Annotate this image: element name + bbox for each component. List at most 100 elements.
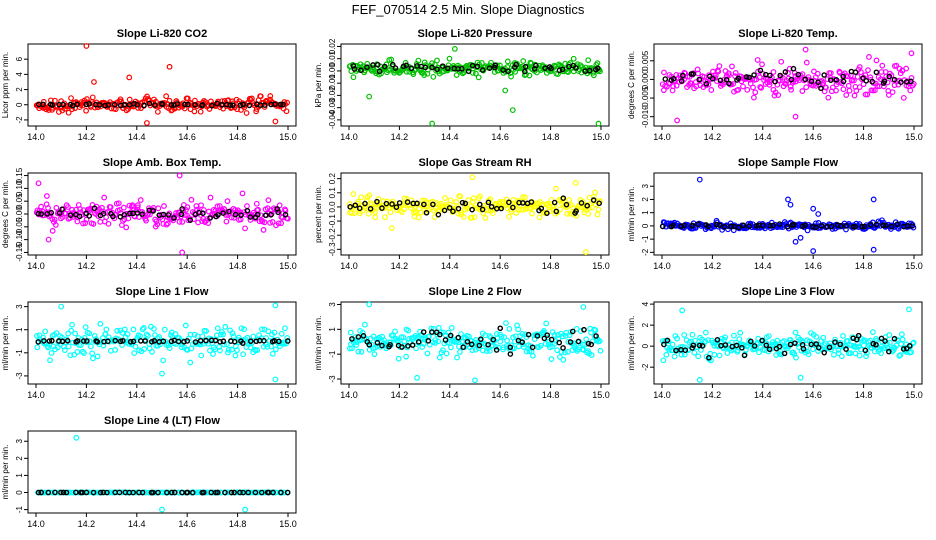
data-point: [795, 71, 802, 78]
data-point: [885, 92, 892, 98]
data-point: [544, 210, 550, 216]
y-tick-label: -2: [15, 116, 24, 124]
data-point: [758, 84, 765, 91]
data-point: [585, 210, 592, 217]
data-point: [179, 219, 186, 225]
data-point: [743, 74, 750, 80]
data-point: [143, 120, 150, 126]
data-point: [120, 337, 126, 344]
data-point: [814, 70, 821, 77]
x-tick-label: 14.4: [754, 390, 772, 400]
y-axis-label: kPa per min.: [314, 63, 323, 108]
data-point: [95, 213, 102, 219]
data-point: [352, 202, 359, 209]
data-point: [529, 210, 535, 217]
data-point: [879, 338, 885, 345]
data-point: [366, 93, 373, 100]
data-point: [519, 339, 525, 345]
data-point: [569, 328, 576, 335]
data-point: [59, 206, 65, 213]
data-point: [353, 342, 360, 348]
data-point: [805, 351, 812, 358]
data-point: [103, 214, 110, 221]
data-point: [150, 489, 156, 496]
data-point: [52, 222, 59, 228]
data-point: [192, 102, 198, 108]
x-tick-label: 14.0: [653, 390, 671, 400]
data-point: [860, 81, 867, 88]
data-point: [166, 345, 173, 352]
data-point: [134, 204, 141, 211]
data-point: [903, 65, 910, 72]
data-point: [729, 343, 736, 350]
data-point: [750, 94, 757, 101]
data-point: [365, 210, 372, 217]
data-point: [200, 207, 207, 213]
data-point: [670, 83, 676, 90]
data-point: [594, 60, 601, 67]
data-point: [51, 97, 58, 104]
data-point: [791, 221, 797, 228]
data-point: [702, 329, 709, 336]
data-point: [891, 76, 898, 83]
data-point: [548, 356, 555, 363]
data-point: [752, 346, 758, 352]
data-point: [508, 73, 514, 80]
data-point: [490, 336, 497, 343]
data-point: [276, 338, 282, 345]
data-point: [247, 214, 254, 220]
data-point: [716, 63, 723, 70]
data-point: [360, 333, 367, 339]
data-point: [132, 343, 139, 350]
data-point: [475, 345, 482, 352]
data-point: [83, 489, 90, 496]
data-point: [265, 197, 272, 204]
data-point: [522, 331, 529, 338]
data-point: [84, 96, 90, 102]
data-point: [479, 347, 486, 354]
plot-frame: [653, 172, 923, 256]
data-point: [909, 223, 916, 229]
data-point: [673, 347, 679, 354]
data-point: [726, 72, 732, 79]
data-point: [851, 92, 858, 99]
data-point: [176, 172, 183, 179]
data-point: [84, 338, 90, 344]
data-point: [788, 76, 795, 83]
data-point: [818, 223, 825, 229]
data-point: [736, 336, 743, 343]
data-point: [556, 339, 563, 346]
data-point: [735, 224, 742, 231]
data-point: [207, 347, 213, 354]
data-point: [886, 339, 893, 346]
data-point: [679, 307, 686, 314]
data-point: [870, 340, 877, 347]
series-all-samples: [35, 434, 291, 513]
data-point: [526, 72, 533, 79]
y-tick-label: -1: [328, 350, 337, 358]
data-point: [498, 333, 505, 340]
data-point: [387, 342, 393, 348]
x-tick-label: 14.6: [804, 390, 822, 400]
data-point: [269, 219, 276, 225]
data-point: [783, 81, 789, 87]
data-point: [560, 345, 566, 351]
y-tick-label: 2: [15, 456, 24, 461]
data-point: [828, 223, 835, 230]
data-point: [670, 222, 676, 229]
data-point: [447, 332, 454, 339]
data-point: [126, 96, 133, 103]
y-tick-label: 0: [641, 223, 650, 228]
data-point: [776, 221, 783, 227]
y-tick-label: -1: [15, 505, 24, 513]
chart-title: Slope Sample Flow: [738, 157, 839, 169]
data-point: [282, 211, 289, 218]
data-point: [374, 339, 381, 346]
x-tick-label: 14.8: [229, 519, 247, 529]
data-point: [358, 194, 365, 201]
data-point: [97, 489, 104, 496]
data-point: [164, 489, 170, 496]
data-point: [870, 196, 877, 203]
y-tick-label: 3: [641, 183, 650, 188]
data-point: [116, 489, 123, 496]
